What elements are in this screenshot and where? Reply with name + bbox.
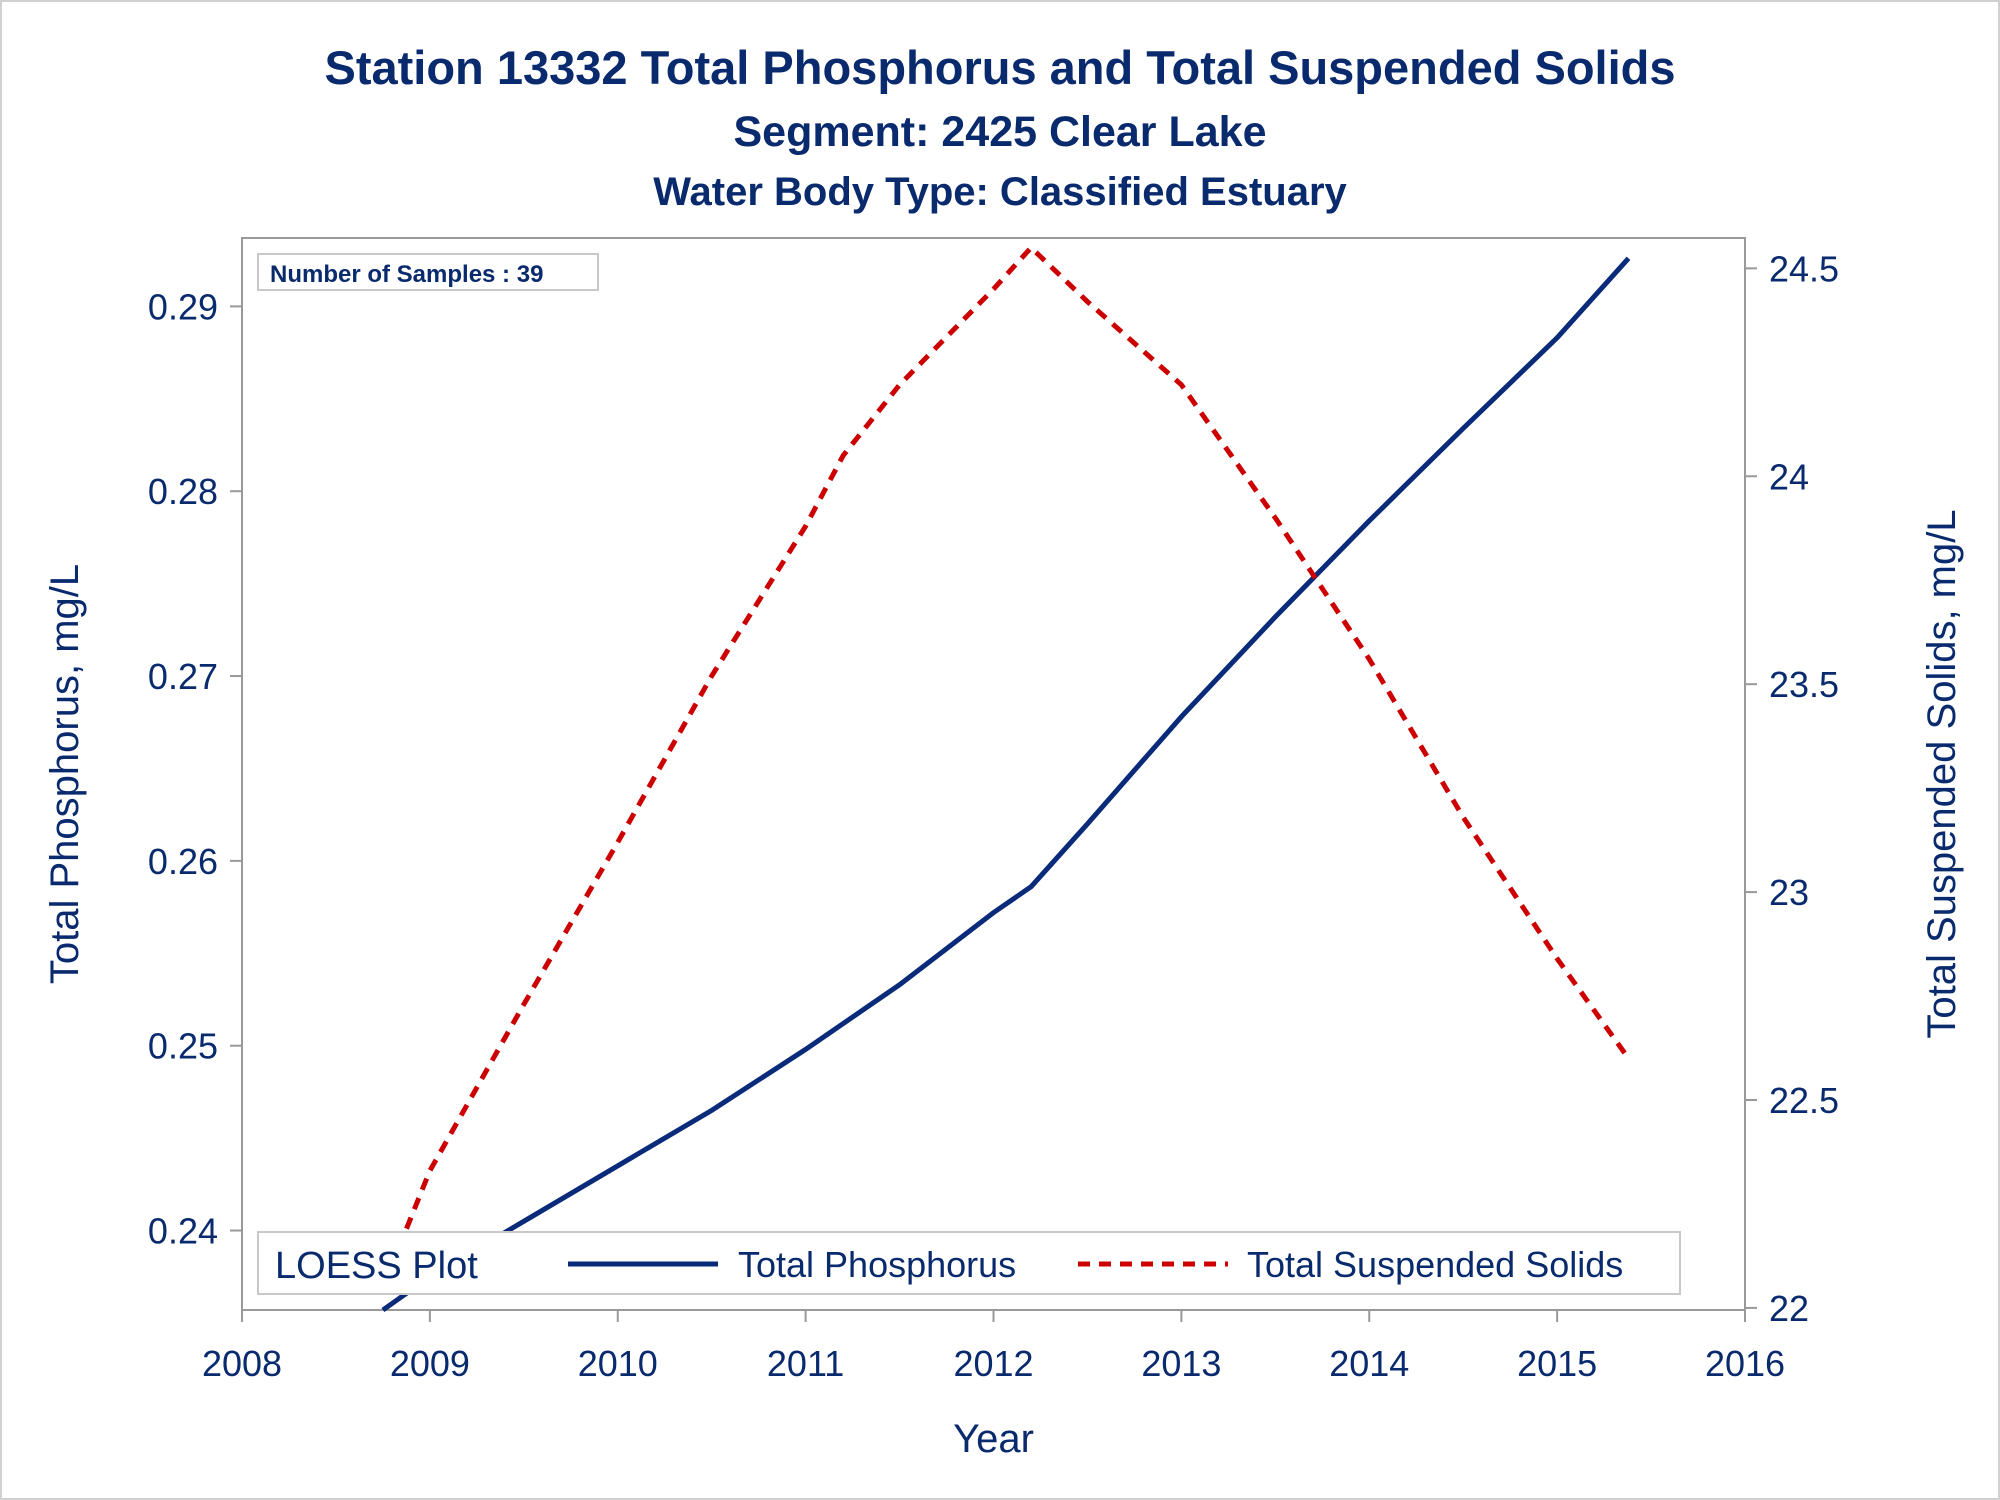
y-axis-left: 0.24 0.25 0.26 0.27 0.28 0.29 (148, 286, 242, 1252)
y2-tick-label: 23.5 (1769, 664, 1839, 705)
y-tick-label: 0.28 (148, 471, 218, 512)
series-line-tss (380, 244, 1631, 1289)
legend-label-tss: Total Suspended Solids (1247, 1244, 1623, 1285)
x-axis-label: Year (953, 1417, 1034, 1461)
y2-tick-label: 23 (1769, 872, 1809, 913)
y-axis-label: Total Phosphorus, mg/L (43, 564, 87, 984)
chart-title: Station 13332 Total Phosphorus and Total… (324, 41, 1676, 94)
legend-title: LOESS Plot (275, 1245, 478, 1287)
x-tick-label: 2016 (1705, 1343, 1785, 1384)
x-tick-label: 2014 (1329, 1343, 1409, 1384)
y-tick-label: 0.27 (148, 656, 218, 697)
series-group (380, 244, 1631, 1313)
x-tick-label: 2008 (202, 1343, 282, 1384)
series-line-phosphorus (381, 256, 1631, 1313)
y-tick-label: 0.29 (148, 286, 218, 327)
x-tick-label: 2015 (1517, 1343, 1597, 1384)
x-tick-label: 2012 (953, 1343, 1033, 1384)
chart-subtitle-segment: Segment: 2425 Clear Lake (733, 108, 1267, 156)
chart-subtitle-water-body: Water Body Type: Classified Estuary (653, 170, 1347, 214)
y2-tick-label: 24.5 (1769, 248, 1839, 289)
y2-tick-label: 22 (1769, 1288, 1809, 1329)
sample-count-inset: Number of Samples : 39 (257, 253, 599, 291)
x-tick-label: 2013 (1141, 1343, 1221, 1384)
legend: LOESS Plot Total Phosphorus Total Suspen… (257, 1231, 1681, 1295)
y-tick-label: 0.24 (148, 1211, 218, 1252)
x-tick-label: 2011 (767, 1343, 844, 1384)
y-tick-label: 0.26 (148, 841, 218, 882)
x-tick-label: 2010 (578, 1343, 658, 1384)
legend-label-phosphorus: Total Phosphorus (738, 1244, 1016, 1285)
x-tick-label: 2009 (390, 1343, 470, 1384)
x-axis: 2008 2009 2010 2011 2012 2013 2014 2015 2016 (202, 1310, 1785, 1384)
sample-count-text: Number of Samples : 39 (270, 261, 543, 288)
y-tick-label: 0.25 (148, 1026, 218, 1067)
y2-tick-label: 24 (1769, 456, 1809, 497)
y2-axis-label: Total Suspended Solids, mg/L (1920, 509, 1964, 1038)
y-axis-right: 22 22.5 23 23.5 24 24.5 (1745, 248, 1839, 1329)
y2-tick-label: 22.5 (1769, 1080, 1839, 1121)
plot-border (241, 237, 1746, 1311)
